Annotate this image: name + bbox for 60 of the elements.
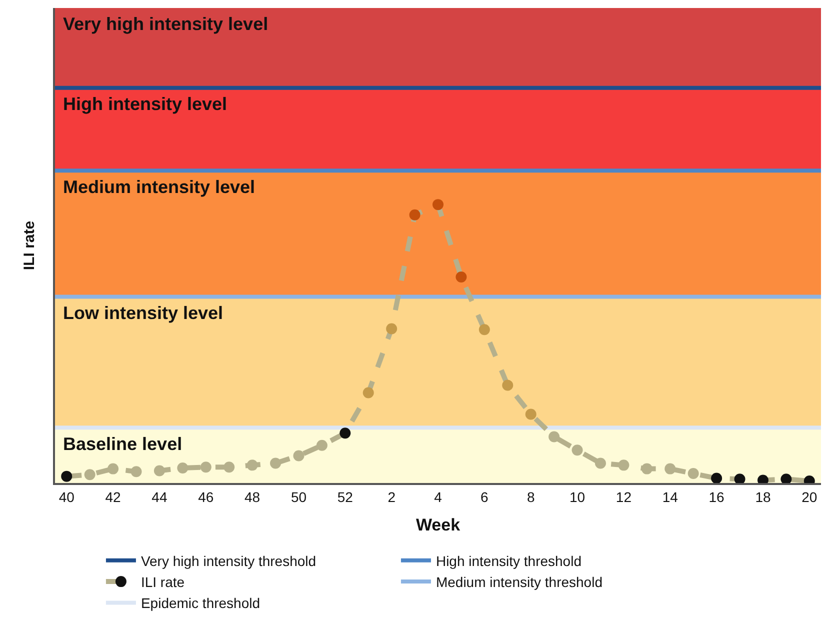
point bbox=[130, 466, 142, 478]
point bbox=[432, 199, 444, 210]
x-tick-label: 52 bbox=[337, 488, 354, 505]
x-tick-label: 10 bbox=[569, 488, 586, 505]
band-label: Medium intensity level bbox=[63, 177, 256, 197]
legend-label: Very high intensity threshold bbox=[140, 552, 316, 569]
x-tick-label: 14 bbox=[662, 488, 678, 505]
x-tick-label: 6 bbox=[480, 488, 489, 505]
point bbox=[456, 271, 467, 282]
x-tick-label: 2 bbox=[388, 488, 396, 505]
point bbox=[177, 462, 188, 474]
point bbox=[362, 387, 374, 398]
band-label: High intensity level bbox=[63, 94, 228, 114]
legend-label: High intensity threshold bbox=[436, 552, 582, 569]
point bbox=[664, 463, 676, 474]
point bbox=[572, 444, 583, 456]
point bbox=[154, 465, 165, 476]
point bbox=[84, 469, 96, 480]
point bbox=[618, 460, 630, 471]
x-tick-label: 12 bbox=[616, 488, 632, 505]
point bbox=[246, 460, 258, 471]
x-axis-title: Week bbox=[416, 516, 461, 535]
x-tick-label: 50 bbox=[290, 488, 307, 505]
point bbox=[316, 440, 328, 451]
point bbox=[108, 463, 119, 474]
x-tick-label: 20 bbox=[802, 488, 818, 505]
point bbox=[594, 458, 606, 469]
band-label: Baseline level bbox=[63, 434, 182, 454]
point bbox=[61, 470, 72, 482]
x-tick-label: 42 bbox=[105, 488, 122, 505]
x-tick-label: 46 bbox=[198, 488, 214, 505]
point bbox=[525, 408, 536, 420]
point bbox=[641, 463, 652, 474]
y-axis-title: ILI rate bbox=[20, 220, 38, 270]
band-label: Low intensity level bbox=[63, 303, 224, 323]
point bbox=[688, 468, 699, 480]
x-tick-label: 44 bbox=[152, 488, 168, 505]
band-label: Very high intensity level bbox=[63, 14, 268, 34]
point bbox=[548, 431, 560, 442]
point bbox=[478, 324, 490, 336]
point bbox=[293, 450, 304, 462]
x-tick-label: 48 bbox=[244, 488, 260, 505]
x-tick-label: 8 bbox=[526, 488, 535, 505]
point bbox=[270, 458, 282, 469]
point bbox=[200, 462, 212, 473]
x-tick-label: 4 bbox=[434, 488, 442, 505]
x-tick-label: 18 bbox=[755, 488, 771, 505]
x-tick-label: 16 bbox=[708, 488, 725, 505]
point bbox=[711, 472, 722, 483]
point bbox=[386, 323, 398, 334]
point bbox=[502, 380, 514, 391]
legend-label: Medium intensity threshold bbox=[436, 574, 602, 590]
point bbox=[340, 428, 351, 439]
legend-label: Epidemic threshold bbox=[140, 595, 260, 612]
x-tick-label: 40 bbox=[58, 488, 75, 505]
point bbox=[780, 474, 792, 483]
point bbox=[734, 474, 746, 483]
legend-label: ILI rate bbox=[140, 574, 185, 590]
point bbox=[224, 462, 235, 473]
point bbox=[409, 209, 420, 220]
